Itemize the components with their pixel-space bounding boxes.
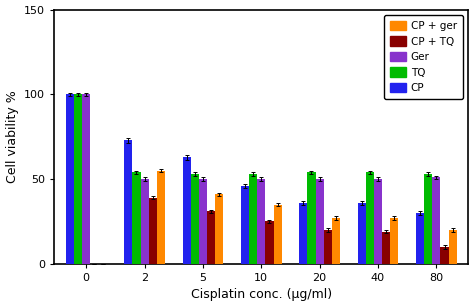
Bar <box>424 174 432 264</box>
Bar <box>182 157 191 264</box>
Bar <box>390 218 399 264</box>
Bar <box>257 179 265 264</box>
Bar <box>199 179 207 264</box>
Bar <box>366 172 374 264</box>
Bar <box>382 232 390 264</box>
X-axis label: Cisplatin conc. (μg/ml): Cisplatin conc. (μg/ml) <box>191 289 332 301</box>
Bar <box>74 94 82 264</box>
Bar <box>132 172 140 264</box>
Bar <box>448 230 457 264</box>
Bar <box>66 94 74 264</box>
Bar <box>157 171 165 264</box>
Bar <box>299 203 308 264</box>
Bar <box>149 198 157 264</box>
Legend: CP + ger, CP + TQ, Ger, TQ, CP: CP + ger, CP + TQ, Ger, TQ, CP <box>384 15 463 99</box>
Bar <box>207 211 215 264</box>
Bar <box>82 94 91 264</box>
Y-axis label: Cell viability %: Cell viability % <box>6 90 18 183</box>
Bar <box>374 179 382 264</box>
Bar <box>416 213 424 264</box>
Bar <box>215 194 223 264</box>
Bar <box>357 203 366 264</box>
Bar <box>249 174 257 264</box>
Bar <box>273 204 282 264</box>
Bar <box>140 179 149 264</box>
Bar <box>324 230 332 264</box>
Bar <box>332 218 340 264</box>
Bar <box>191 174 199 264</box>
Bar <box>440 247 448 264</box>
Bar <box>308 172 316 264</box>
Bar <box>316 179 324 264</box>
Bar <box>265 221 273 264</box>
Bar <box>432 177 440 264</box>
Bar <box>241 186 249 264</box>
Bar <box>124 140 132 264</box>
